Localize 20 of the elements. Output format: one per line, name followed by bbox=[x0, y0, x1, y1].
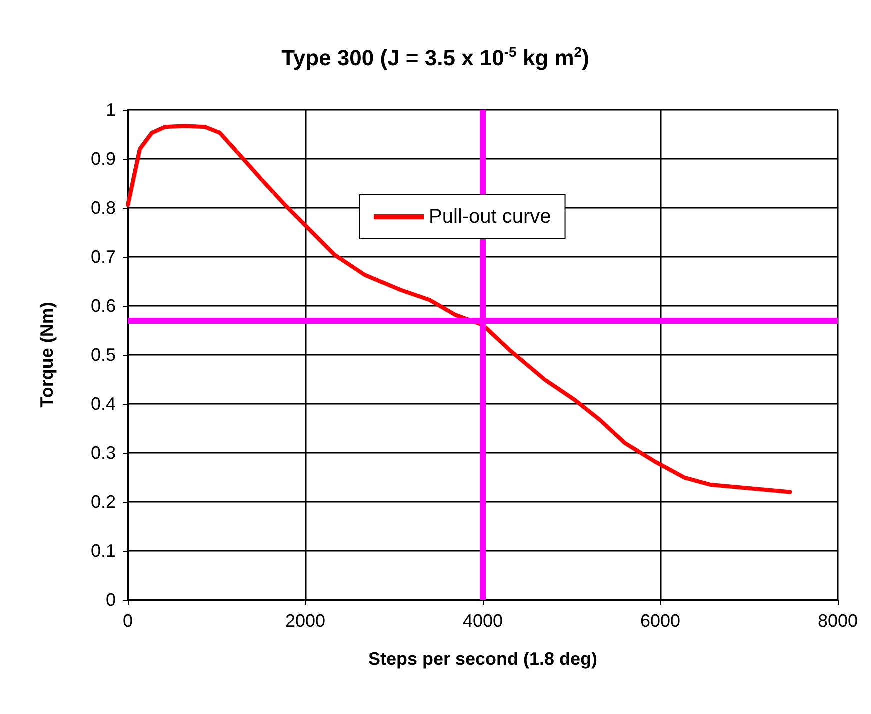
line-series bbox=[126, 124, 792, 494]
legend-label: Pull-out curve bbox=[429, 206, 552, 228]
y-tick-label: 0.1 bbox=[90, 541, 116, 561]
y-tick-label: 0.6 bbox=[90, 296, 116, 316]
x-tick-label: 6000 bbox=[640, 611, 681, 631]
y-tick-label: 0 bbox=[106, 590, 116, 610]
x-axis-title: Steps per second (1.8 deg) bbox=[368, 649, 598, 669]
y-tick-label: 0.7 bbox=[90, 247, 116, 267]
y-tick-label: 1 bbox=[106, 100, 116, 120]
y-tick-label: 0.2 bbox=[90, 492, 116, 512]
y-tick-label: 0.9 bbox=[90, 149, 116, 169]
y-tick-label: 0.3 bbox=[90, 443, 116, 463]
y-tick-label: 0.8 bbox=[90, 198, 116, 218]
x-tick-label: 8000 bbox=[818, 611, 858, 631]
y-tick-label: 0.4 bbox=[90, 394, 116, 414]
y-tick-label: 0.5 bbox=[90, 345, 116, 365]
x-tick-label: 0 bbox=[122, 611, 134, 631]
y-axis-title: Torque (Nm) bbox=[37, 302, 57, 408]
x-tick-label: 4000 bbox=[462, 611, 504, 631]
x-tick-label: 2000 bbox=[285, 611, 326, 631]
